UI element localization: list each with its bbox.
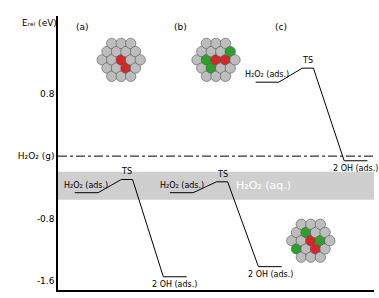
svg-text:-0.8: -0.8 <box>37 214 55 224</box>
svg-text:2 OH (ads.): 2 OH (ads.) <box>152 280 197 289</box>
svg-text:TS: TS <box>121 167 132 176</box>
svg-text:(c): (c) <box>275 22 287 32</box>
svg-text:TS: TS <box>302 56 313 65</box>
svg-text:2 OH (ads.): 2 OH (ads.) <box>248 270 293 279</box>
svg-text:Eᵣₑₗ (eV): Eᵣₑₗ (eV) <box>22 18 57 28</box>
svg-text:(b): (b) <box>174 22 187 32</box>
svg-text:H₂O₂ (g): H₂O₂ (g) <box>18 151 55 161</box>
svg-text:H₂O₂ (aq.): H₂O₂ (aq.) <box>236 179 291 192</box>
svg-text:0.8: 0.8 <box>40 89 55 99</box>
svg-text:2 OH (ads.): 2 OH (ads.) <box>333 164 378 173</box>
svg-text:H₂O₂ (ads.): H₂O₂ (ads.) <box>245 70 289 79</box>
svg-text:(a): (a) <box>76 22 89 32</box>
svg-text:TS: TS <box>217 170 228 179</box>
svg-text:H₂O₂ (ads.): H₂O₂ (ads.) <box>160 181 204 190</box>
svg-text:H₂O₂ (ads.): H₂O₂ (ads.) <box>64 181 108 190</box>
svg-text:-1.6: -1.6 <box>37 276 55 286</box>
